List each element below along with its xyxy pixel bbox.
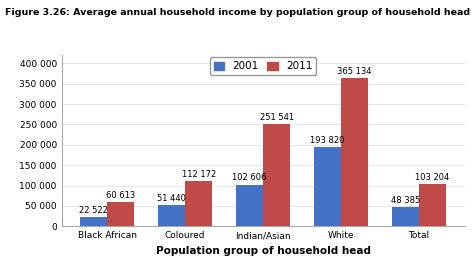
Bar [158, 205, 185, 226]
Text: 251 541: 251 541 [260, 113, 294, 122]
Legend: 2001, 2011: 2001, 2011 [210, 57, 317, 75]
Bar [236, 185, 263, 226]
Text: 193 820: 193 820 [310, 136, 345, 145]
Text: Figure 3.26: Average annual household income by population group of household he: Figure 3.26: Average annual household in… [5, 8, 470, 17]
Text: 22 522: 22 522 [79, 206, 108, 215]
Text: 112 172: 112 172 [182, 169, 216, 179]
Text: 51 440: 51 440 [157, 194, 186, 203]
Text: 102 606: 102 606 [232, 174, 266, 182]
Bar [392, 207, 419, 226]
Bar [80, 217, 107, 226]
Bar [314, 147, 341, 226]
Bar [263, 124, 291, 226]
X-axis label: Population group of household head: Population group of household head [155, 246, 371, 256]
Text: 365 134: 365 134 [337, 67, 372, 76]
Text: 60 613: 60 613 [106, 191, 136, 200]
Bar [419, 184, 446, 226]
Text: 103 204: 103 204 [415, 173, 450, 182]
Text: 48 385: 48 385 [391, 196, 420, 205]
Bar [185, 181, 212, 226]
Bar [107, 202, 135, 226]
Bar [341, 78, 368, 226]
